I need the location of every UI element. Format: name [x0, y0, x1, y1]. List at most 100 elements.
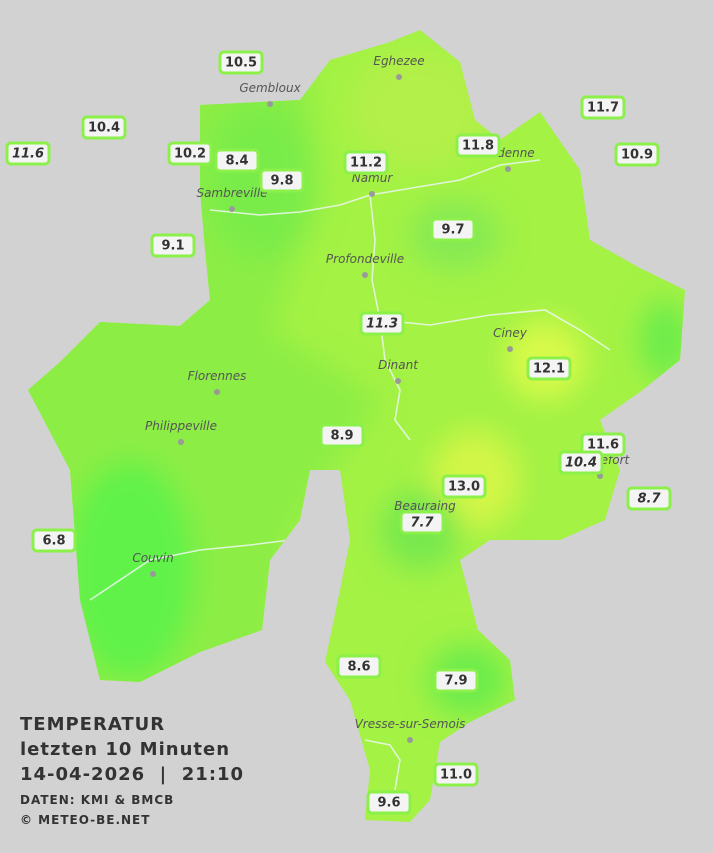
station: 10.4	[558, 450, 604, 475]
station: 9.6	[366, 790, 412, 815]
city-dot	[214, 389, 220, 395]
station: 11.6	[580, 432, 626, 457]
station: 11.7	[580, 95, 626, 120]
station-box	[626, 486, 672, 511]
station-temp: 10.4	[565, 456, 597, 471]
city-label: Dinant	[378, 358, 419, 372]
station: 11.3	[359, 311, 405, 336]
city-label: Vresse-sur-Semois	[355, 717, 466, 731]
station: 9.8	[259, 168, 305, 193]
station: 9.7	[430, 217, 476, 242]
city-dot	[369, 191, 375, 197]
station-box	[5, 141, 51, 166]
station-box	[150, 233, 196, 258]
station-temp: 10.5	[225, 56, 257, 71]
station: 7.7	[399, 510, 445, 535]
station: 8.6	[336, 654, 382, 679]
station-temp: 9.1	[161, 239, 184, 254]
station-box	[259, 168, 305, 193]
station: 11.6	[5, 141, 51, 166]
station-temp: 10.2	[174, 147, 206, 162]
station-temp: 6.8	[42, 534, 65, 549]
station-box	[366, 790, 412, 815]
station-temp: 10.4	[88, 121, 120, 136]
station-box	[359, 311, 405, 336]
station-temp: 11.8	[462, 139, 494, 154]
station: 7.9	[433, 668, 479, 693]
station-box	[526, 356, 572, 381]
station-temp: 10.9	[621, 148, 653, 163]
station: 11.0	[433, 762, 479, 787]
station-temp: 9.7	[441, 223, 464, 238]
station-temp: 9.8	[270, 174, 293, 189]
station-box	[580, 95, 626, 120]
station-box	[343, 150, 389, 175]
station-temp: 11.6	[12, 147, 44, 162]
city-label: Beauraing	[394, 499, 456, 513]
city-dot	[178, 439, 184, 445]
station-temp: 12.1	[533, 362, 565, 377]
legend-period: letzten 10 Minuten	[20, 739, 230, 760]
station-box	[336, 654, 382, 679]
city-dot	[407, 737, 413, 743]
station-temp: 11.3	[366, 317, 398, 332]
station: 11.2	[343, 150, 389, 175]
station-box	[81, 115, 127, 140]
station-box	[218, 50, 264, 75]
station-box	[433, 668, 479, 693]
city-dot	[267, 101, 273, 107]
city-label: Profondeville	[326, 252, 404, 266]
station-box	[430, 217, 476, 242]
station-temp: 8.4	[225, 154, 248, 169]
city-label: Gembloux	[239, 81, 301, 95]
station: 13.0	[441, 474, 487, 499]
station: 10.9	[614, 142, 660, 167]
city-label: Couvin	[132, 551, 173, 565]
legend-title: TEMPERATUR	[20, 714, 165, 735]
city-label: Sambreville	[196, 186, 267, 200]
station-box	[399, 510, 445, 535]
station-temp: 8.6	[347, 660, 370, 675]
station: 12.1	[526, 356, 572, 381]
station: 6.8	[31, 528, 77, 553]
station: 8.9	[319, 423, 365, 448]
station-box	[433, 762, 479, 787]
station: 11.8	[455, 133, 501, 158]
city-dot	[150, 571, 156, 577]
station-box	[455, 133, 501, 158]
legend-copyright: © METEO-BE.NET	[20, 813, 150, 827]
city-dot	[362, 272, 368, 278]
city-dot	[597, 473, 603, 479]
legend-source: DATEN: KMI & BMCB	[20, 793, 174, 807]
legend-datetime: 14-04-2026 | 21:10	[20, 764, 244, 785]
station-box	[558, 450, 604, 475]
city-dot	[229, 206, 235, 212]
station: 9.1	[150, 233, 196, 258]
station-box	[441, 474, 487, 499]
station-temp: 9.6	[377, 796, 400, 811]
station-temp: 11.2	[350, 156, 382, 171]
station-box	[319, 423, 365, 448]
station: 10.2	[167, 141, 213, 166]
station-temp: 13.0	[448, 480, 480, 495]
station: 8.7	[626, 486, 672, 511]
station: 10.5	[218, 50, 264, 75]
station: 10.4	[81, 115, 127, 140]
city-dot	[395, 378, 401, 384]
city-dot	[505, 166, 511, 172]
city-label: Florennes	[188, 369, 247, 383]
station-temp: 11.6	[587, 438, 619, 453]
station-temp: 11.0	[440, 768, 472, 783]
city-label: Eghezee	[373, 54, 424, 68]
station-temp: 7.7	[410, 516, 434, 531]
station-temp: 8.9	[330, 429, 353, 444]
station-box	[214, 148, 260, 173]
station-box	[614, 142, 660, 167]
city-dot	[396, 74, 402, 80]
station-temp: 8.7	[637, 492, 661, 507]
station-temp: 7.9	[444, 674, 467, 689]
city-label: Ciney	[493, 326, 528, 340]
station: 8.4	[214, 148, 260, 173]
city-dot	[507, 346, 513, 352]
